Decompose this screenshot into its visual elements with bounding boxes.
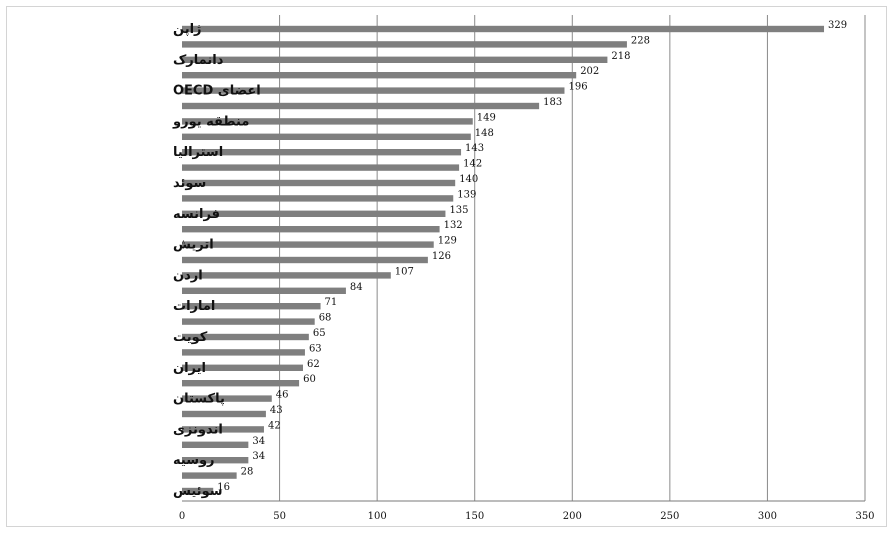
bar-value-label: 63 [309,343,322,354]
bar [182,287,346,294]
bar-value-label: 218 [611,51,630,62]
bar-value-label: 42 [268,420,281,431]
bar-value-label: 46 [276,390,289,401]
bar-value-label: 228 [631,35,650,46]
bar [182,25,825,33]
bar [182,380,300,387]
bar [182,149,462,156]
bar [182,303,321,310]
bar [182,395,272,402]
bar-value-label: 148 [475,128,494,139]
category-label: اردن [173,268,203,283]
bar [182,164,460,171]
bar-value-label: 28 [241,467,254,478]
bar-value-label: 196 [568,82,587,93]
x-tick-label: 150 [465,511,484,522]
category-label: ژاپن [173,22,202,37]
bar [182,472,237,479]
bar [182,487,214,495]
bar-value-label: 202 [580,66,599,77]
bar-value-label: 68 [319,313,332,324]
bar [182,349,305,356]
category-label: ایران [173,361,206,376]
bar [182,241,434,248]
bar-value-label: 329 [828,20,847,31]
category-label: روسیه [173,453,215,468]
bar-value-label: 140 [459,174,478,185]
category-label: امارات [173,299,215,314]
bar-value-label: 43 [270,405,283,416]
bar [182,72,577,79]
category-label: کویت [173,330,208,345]
category-label: سوئد [173,176,206,191]
bar [182,41,627,48]
bar-value-label: 62 [307,359,320,370]
x-tick-label: 300 [758,511,777,522]
bar [182,56,608,63]
bar-layer [182,25,825,495]
bar-value-label: 142 [463,159,482,170]
bar [182,410,266,418]
bar-value-label: 132 [444,220,463,231]
bar [182,364,303,371]
bar [182,179,456,187]
bar-value-label: 84 [350,282,363,293]
bar-value-label: 149 [477,112,496,123]
bar-value-label: 65 [313,328,326,339]
category-label: پاکستان [173,392,225,407]
bar [182,272,391,279]
bar-value-label: 183 [543,97,562,108]
category-label: دانمارک [173,53,224,68]
bar-value-label: 60 [303,374,316,385]
x-tick-layer: 0 50 100 150 200 250 300 350 [179,511,875,522]
bar [182,441,249,448]
bar-value-label: 16 [217,482,230,493]
bar [182,195,454,202]
bar [182,226,440,233]
bar-value-label: 126 [432,251,451,262]
bar [182,426,264,433]
category-label: منطقه یورو [172,114,249,129]
category-label: اتریش [173,238,214,253]
category-label: فرانسه [173,207,220,222]
category-label: اعضای OECD [173,84,261,99]
bar [182,87,565,94]
bar-value-label: 129 [438,236,457,247]
bar [182,333,309,341]
bar-value-label: 143 [465,143,484,154]
bar [182,133,471,140]
x-tick-label: 200 [563,511,582,522]
bar [182,318,315,325]
category-label-layer: ژاپن دانمارک اعضای OECD منطقه یورو استرالیا س… [172,22,261,499]
x-tick-label: 100 [368,511,387,522]
bar [182,118,473,125]
bar-value-label: 71 [325,297,338,308]
bar [182,102,540,110]
chart-frame: 329 228 218 202 196 183 149 148 143 142 140 139 135 1… [6,6,887,527]
category-label: استرالیا [173,145,223,160]
x-tick-label: 0 [179,511,185,522]
x-tick-label: 250 [660,511,679,522]
bar-value-label: 107 [395,266,414,277]
category-label: سوئیس [173,484,223,499]
x-tick-label: 350 [855,511,874,522]
grid-layer [182,15,866,502]
bar [182,210,446,217]
bar [182,256,428,264]
x-tick-label: 50 [273,511,286,522]
bar-value-label: 34 [252,451,265,462]
bar-value-label: 139 [457,189,476,200]
bar-value-label: 135 [449,205,468,216]
bar [182,457,249,464]
bar-value-label: 34 [252,436,265,447]
category-label: اندونزی [173,422,223,437]
